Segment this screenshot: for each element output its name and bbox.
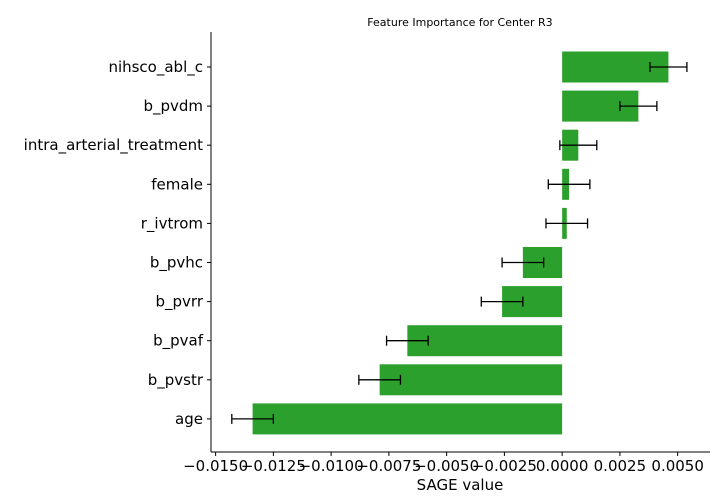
y-category-label-b_pvhc: b_pvhc xyxy=(150,254,203,273)
x-tick-label-5: −0.0025 xyxy=(472,457,537,475)
x-tick-label-8: 0.0050 xyxy=(651,457,704,475)
y-category-label-r_ivtrom: r_ivtrom xyxy=(141,214,203,233)
chart-title: Feature Importance for Center R3 xyxy=(367,16,552,29)
x-tick-label-6: 0.0000 xyxy=(536,457,589,475)
y-category-label-b_pvrr: b_pvrr xyxy=(156,293,204,312)
x-tick-label-4: −0.0050 xyxy=(414,457,479,475)
y-category-label-nihsco_abl_c: nihsco_abl_c xyxy=(108,58,203,77)
x-tick-label-7: 0.0025 xyxy=(594,457,647,475)
y-category-label-age: age xyxy=(175,410,203,428)
x-axis-label: SAGE value xyxy=(417,476,504,494)
bar-b_pvstr xyxy=(379,364,563,396)
y-category-label-intra_arterial_treatment: intra_arterial_treatment xyxy=(24,136,203,155)
x-tick-label-3: −0.0075 xyxy=(356,457,421,475)
y-category-label-b_pvaf: b_pvaf xyxy=(153,332,204,351)
x-tick-label-1: −0.0125 xyxy=(241,457,306,475)
y-category-label-female: female xyxy=(151,175,203,193)
y-category-label-b_pvdm: b_pvdm xyxy=(143,97,203,116)
bar-b_pvaf xyxy=(407,325,563,357)
x-tick-label-0: −0.0150 xyxy=(183,457,248,475)
y-category-label-b_pvstr: b_pvstr xyxy=(148,371,204,390)
bars-layer xyxy=(252,51,669,435)
y-category-labels: nihsco_abl_c b_pvdm intra_arterial_treatme… xyxy=(24,58,211,428)
error-bars-layer xyxy=(231,62,688,424)
x-tick-label-2: −0.0100 xyxy=(299,457,364,475)
x-tick-labels: −0.0150−0.0125−0.0100−0.0075−0.0050−0.00… xyxy=(183,452,704,475)
bar-age xyxy=(252,403,563,435)
